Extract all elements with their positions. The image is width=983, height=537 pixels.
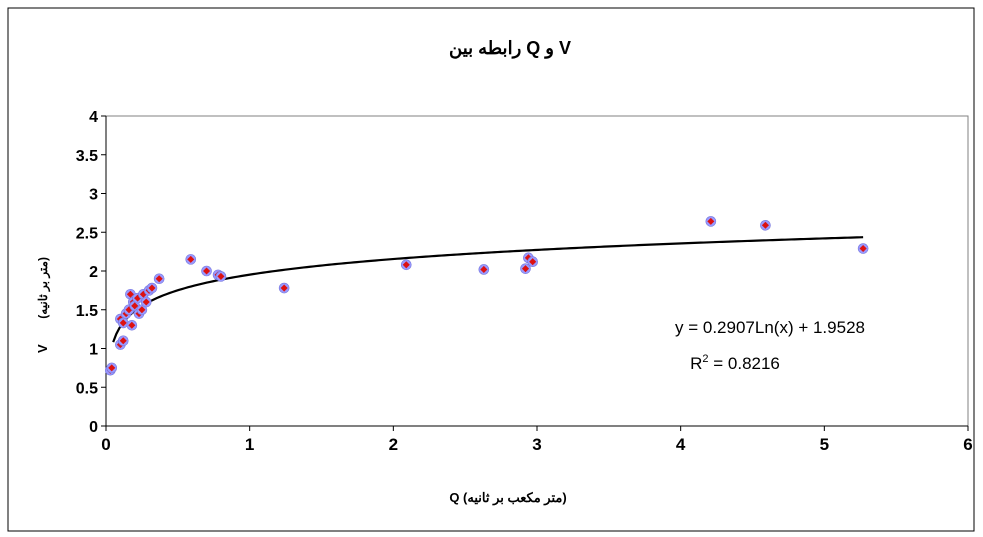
trend-line	[112, 236, 864, 343]
data-point	[126, 319, 138, 331]
point-inner-marker	[131, 302, 139, 310]
r2-value: = 0.8216	[709, 354, 780, 373]
data-point	[478, 264, 490, 275]
point-inner-marker	[480, 265, 488, 273]
point-inner-marker	[142, 298, 150, 306]
point-inner-marker	[761, 221, 769, 229]
data-point	[106, 362, 118, 374]
y-axis-label: V (متر بر ثانیه)	[35, 257, 51, 353]
x-tick-label: 2	[389, 435, 398, 454]
data-point	[146, 282, 158, 294]
point-inner-marker	[521, 265, 530, 273]
chart-title: رابطه بین Q و V	[449, 38, 571, 59]
point-inner-marker	[859, 244, 867, 253]
point-inner-marker	[148, 284, 156, 292]
points-group	[105, 216, 869, 376]
data-point	[201, 265, 212, 277]
x-tick-label: 0	[101, 435, 110, 454]
point-inner-marker	[126, 290, 134, 298]
point-inner-marker	[108, 364, 116, 372]
plot-area	[105, 115, 969, 427]
x-axis-label: Q (متر مکعب بر ثانیه)	[449, 490, 566, 506]
x-tick-label: 5	[820, 435, 829, 454]
axes: 0 1 2 3 4 5 6 0 0.5 1 1.5 2 2.5 3 3.5 4	[76, 109, 973, 454]
y-tick-label: 1.5	[76, 303, 98, 320]
point-inner-marker	[203, 267, 211, 275]
point-inner-marker	[402, 261, 410, 269]
y-tick-label: 1	[89, 342, 98, 359]
data-point	[278, 282, 290, 294]
y-axis-label-sub: (متر بر ثانیه)	[36, 257, 51, 319]
data-point	[705, 216, 717, 227]
data-point	[117, 335, 129, 347]
y-tick-label: 3	[89, 187, 98, 204]
point-inner-marker	[280, 284, 288, 292]
data-point	[760, 219, 771, 231]
x-tick-label: 1	[245, 435, 254, 454]
data-point	[400, 259, 412, 271]
r2-superscript: 2	[702, 353, 708, 365]
data-point	[140, 296, 152, 308]
point-inner-marker	[138, 306, 146, 314]
point-inner-marker	[119, 337, 127, 345]
data-point	[857, 243, 869, 254]
y-axis-label-group: V (متر بر ثانیه)	[35, 257, 51, 353]
data-point	[153, 273, 165, 285]
x-tick-label: 6	[963, 435, 972, 454]
data-point	[527, 256, 538, 268]
y-tick-label: 2	[89, 264, 98, 281]
r2-prefix: R	[690, 354, 702, 373]
point-inner-marker	[217, 272, 225, 280]
y-tick-label: 3.5	[76, 148, 98, 165]
data-point	[215, 271, 227, 282]
point-inner-marker	[155, 275, 163, 283]
x-tick-label: 4	[676, 435, 686, 454]
trend-equation: y = 0.2907Ln(x) + 1.9528	[675, 318, 865, 337]
data-point	[136, 304, 148, 316]
y-axis-label-main: V	[35, 344, 50, 353]
y-tick-label: 0	[89, 419, 98, 436]
point-inner-marker	[128, 321, 136, 329]
point-inner-marker	[529, 258, 537, 266]
r-squared-label: R2 = 0.8216	[690, 353, 780, 373]
data-point	[185, 254, 197, 265]
x-tick-label: 3	[532, 435, 541, 454]
point-inner-marker	[119, 319, 127, 327]
y-tick-label: 0.5	[76, 380, 98, 397]
point-inner-marker	[187, 255, 195, 263]
point-inner-marker	[707, 217, 715, 225]
trendline-group	[112, 236, 864, 343]
y-tick-label: 4	[89, 109, 98, 126]
data-point	[520, 263, 531, 274]
y-tick-label: 2.5	[76, 225, 98, 242]
